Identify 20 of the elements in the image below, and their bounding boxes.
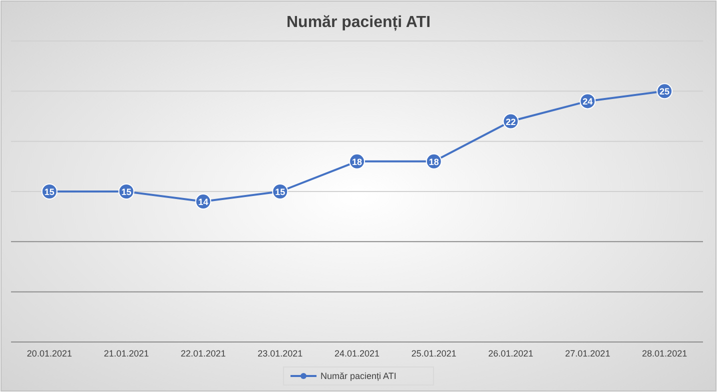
- data-label: 15: [121, 187, 132, 197]
- data-label: 24: [582, 96, 593, 107]
- legend-label: Număr pacienți ATI: [320, 371, 396, 381]
- data-label: 22: [506, 116, 516, 127]
- x-tick-label: 28.01.2021: [642, 348, 688, 358]
- x-tick-label: 22.01.2021: [180, 348, 226, 358]
- x-tick-label: 26.01.2021: [488, 348, 534, 358]
- data-label: 25: [660, 86, 670, 97]
- x-tick-label: 27.01.2021: [565, 348, 610, 358]
- data-label: 15: [44, 187, 54, 197]
- data-label: 14: [198, 197, 208, 208]
- data-label: 18: [352, 156, 362, 167]
- data-label: 18: [428, 156, 439, 167]
- x-tick-label: 24.01.2021: [334, 348, 380, 358]
- data-label: 15: [275, 187, 286, 197]
- chart-title: Număr pacienți ATI: [286, 14, 431, 31]
- x-tick-label: 20.01.2021: [26, 348, 72, 358]
- x-tick-label: 21.01.2021: [104, 348, 149, 358]
- x-tick-label: 23.01.2021: [258, 348, 303, 358]
- x-tick-label: 25.01.2021: [411, 348, 456, 358]
